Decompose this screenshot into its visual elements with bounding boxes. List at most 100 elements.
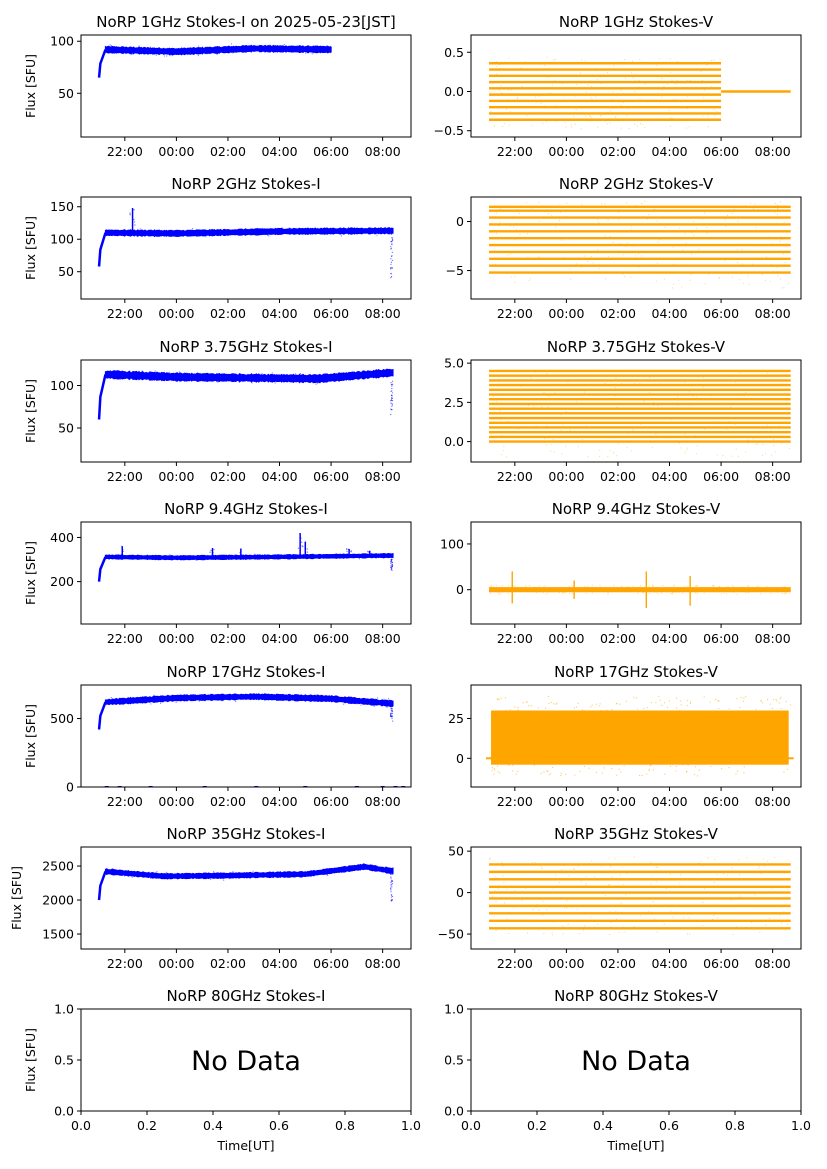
series-point <box>184 378 186 380</box>
series-point <box>746 857 748 859</box>
x-tick-label: 08:00 <box>365 794 401 809</box>
series-point <box>490 83 492 85</box>
series-point <box>634 382 636 384</box>
series-point <box>135 871 137 873</box>
series-point <box>664 723 666 725</box>
series-point <box>386 555 388 557</box>
series-point <box>346 548 348 550</box>
series-point <box>664 773 666 775</box>
series-point <box>667 68 669 70</box>
series-point <box>302 545 304 548</box>
series-point <box>315 378 317 380</box>
series-point <box>565 897 567 899</box>
series-point <box>501 584 504 586</box>
series-point <box>288 873 290 875</box>
series-point <box>650 883 652 885</box>
series-point <box>128 873 130 876</box>
series-point <box>117 873 119 875</box>
series-point <box>604 382 606 385</box>
series-point <box>614 116 616 119</box>
series-point <box>490 756 492 758</box>
series-point <box>298 376 301 379</box>
series-point <box>296 47 298 49</box>
x-tick-label: 04:00 <box>262 469 298 484</box>
series-point <box>223 372 225 375</box>
series-point <box>569 913 571 915</box>
series-point <box>769 591 771 593</box>
x-tick-label: 06:00 <box>313 144 349 159</box>
series-point <box>151 698 153 700</box>
series-point <box>631 60 634 62</box>
series-point <box>682 731 684 733</box>
series-point <box>625 374 627 376</box>
series-point <box>317 375 319 377</box>
series-point <box>210 375 212 377</box>
series-point <box>150 229 152 231</box>
series-point <box>774 403 776 405</box>
series-point <box>736 593 738 595</box>
series-point <box>525 913 528 915</box>
series-point <box>153 51 156 53</box>
series-point <box>649 878 651 880</box>
series-point <box>736 262 738 264</box>
series-point <box>633 123 636 125</box>
series-point <box>491 587 493 590</box>
series-point <box>154 370 156 372</box>
x-tick-label: 0.4 <box>203 1118 223 1133</box>
series-point <box>738 279 740 281</box>
series-point <box>559 724 561 727</box>
series-point <box>391 397 393 400</box>
series-point <box>190 375 192 377</box>
series-point <box>622 591 624 593</box>
axes-frame <box>470 846 802 950</box>
series-point <box>387 868 389 870</box>
series-point <box>555 703 557 705</box>
series-point <box>189 53 192 55</box>
series-point <box>298 376 300 378</box>
series-point <box>726 214 729 216</box>
series-point <box>724 587 726 589</box>
series-point <box>634 80 636 82</box>
series-point <box>505 710 507 712</box>
series-point <box>543 919 546 921</box>
series-point <box>747 275 749 277</box>
series-point <box>388 230 390 232</box>
series-point <box>138 698 141 700</box>
series-point <box>559 741 561 743</box>
series-point <box>260 229 262 231</box>
series-point <box>534 732 536 735</box>
series-point <box>334 869 337 871</box>
series-point <box>680 874 682 876</box>
no-data-message: No Data <box>191 1046 301 1077</box>
series-point <box>328 47 330 49</box>
series-point <box>505 456 508 458</box>
series-point <box>620 587 622 589</box>
y-axis-label: Flux [SFU] <box>9 866 24 930</box>
series-point <box>633 856 635 858</box>
series-point <box>625 589 627 591</box>
series-point <box>356 370 358 373</box>
series-point <box>139 373 141 375</box>
series-point <box>315 383 317 385</box>
series-point <box>511 753 513 755</box>
series-point <box>741 248 743 250</box>
series-point <box>661 739 663 741</box>
series-point <box>756 443 759 445</box>
series-point <box>115 557 117 559</box>
series-point <box>123 232 125 234</box>
series-point <box>181 377 183 379</box>
series-point <box>570 119 572 121</box>
series-point <box>588 767 590 769</box>
y-tick-label: 100 <box>440 536 464 551</box>
series-point <box>152 555 154 557</box>
series-point <box>665 217 667 219</box>
series-point <box>637 592 639 594</box>
series-point <box>588 107 591 109</box>
series-point <box>390 267 392 269</box>
series-point <box>618 211 620 213</box>
series-point <box>711 60 713 62</box>
series-point <box>655 881 657 883</box>
series-point <box>552 921 554 923</box>
y-tick-label: 25 <box>448 711 464 726</box>
